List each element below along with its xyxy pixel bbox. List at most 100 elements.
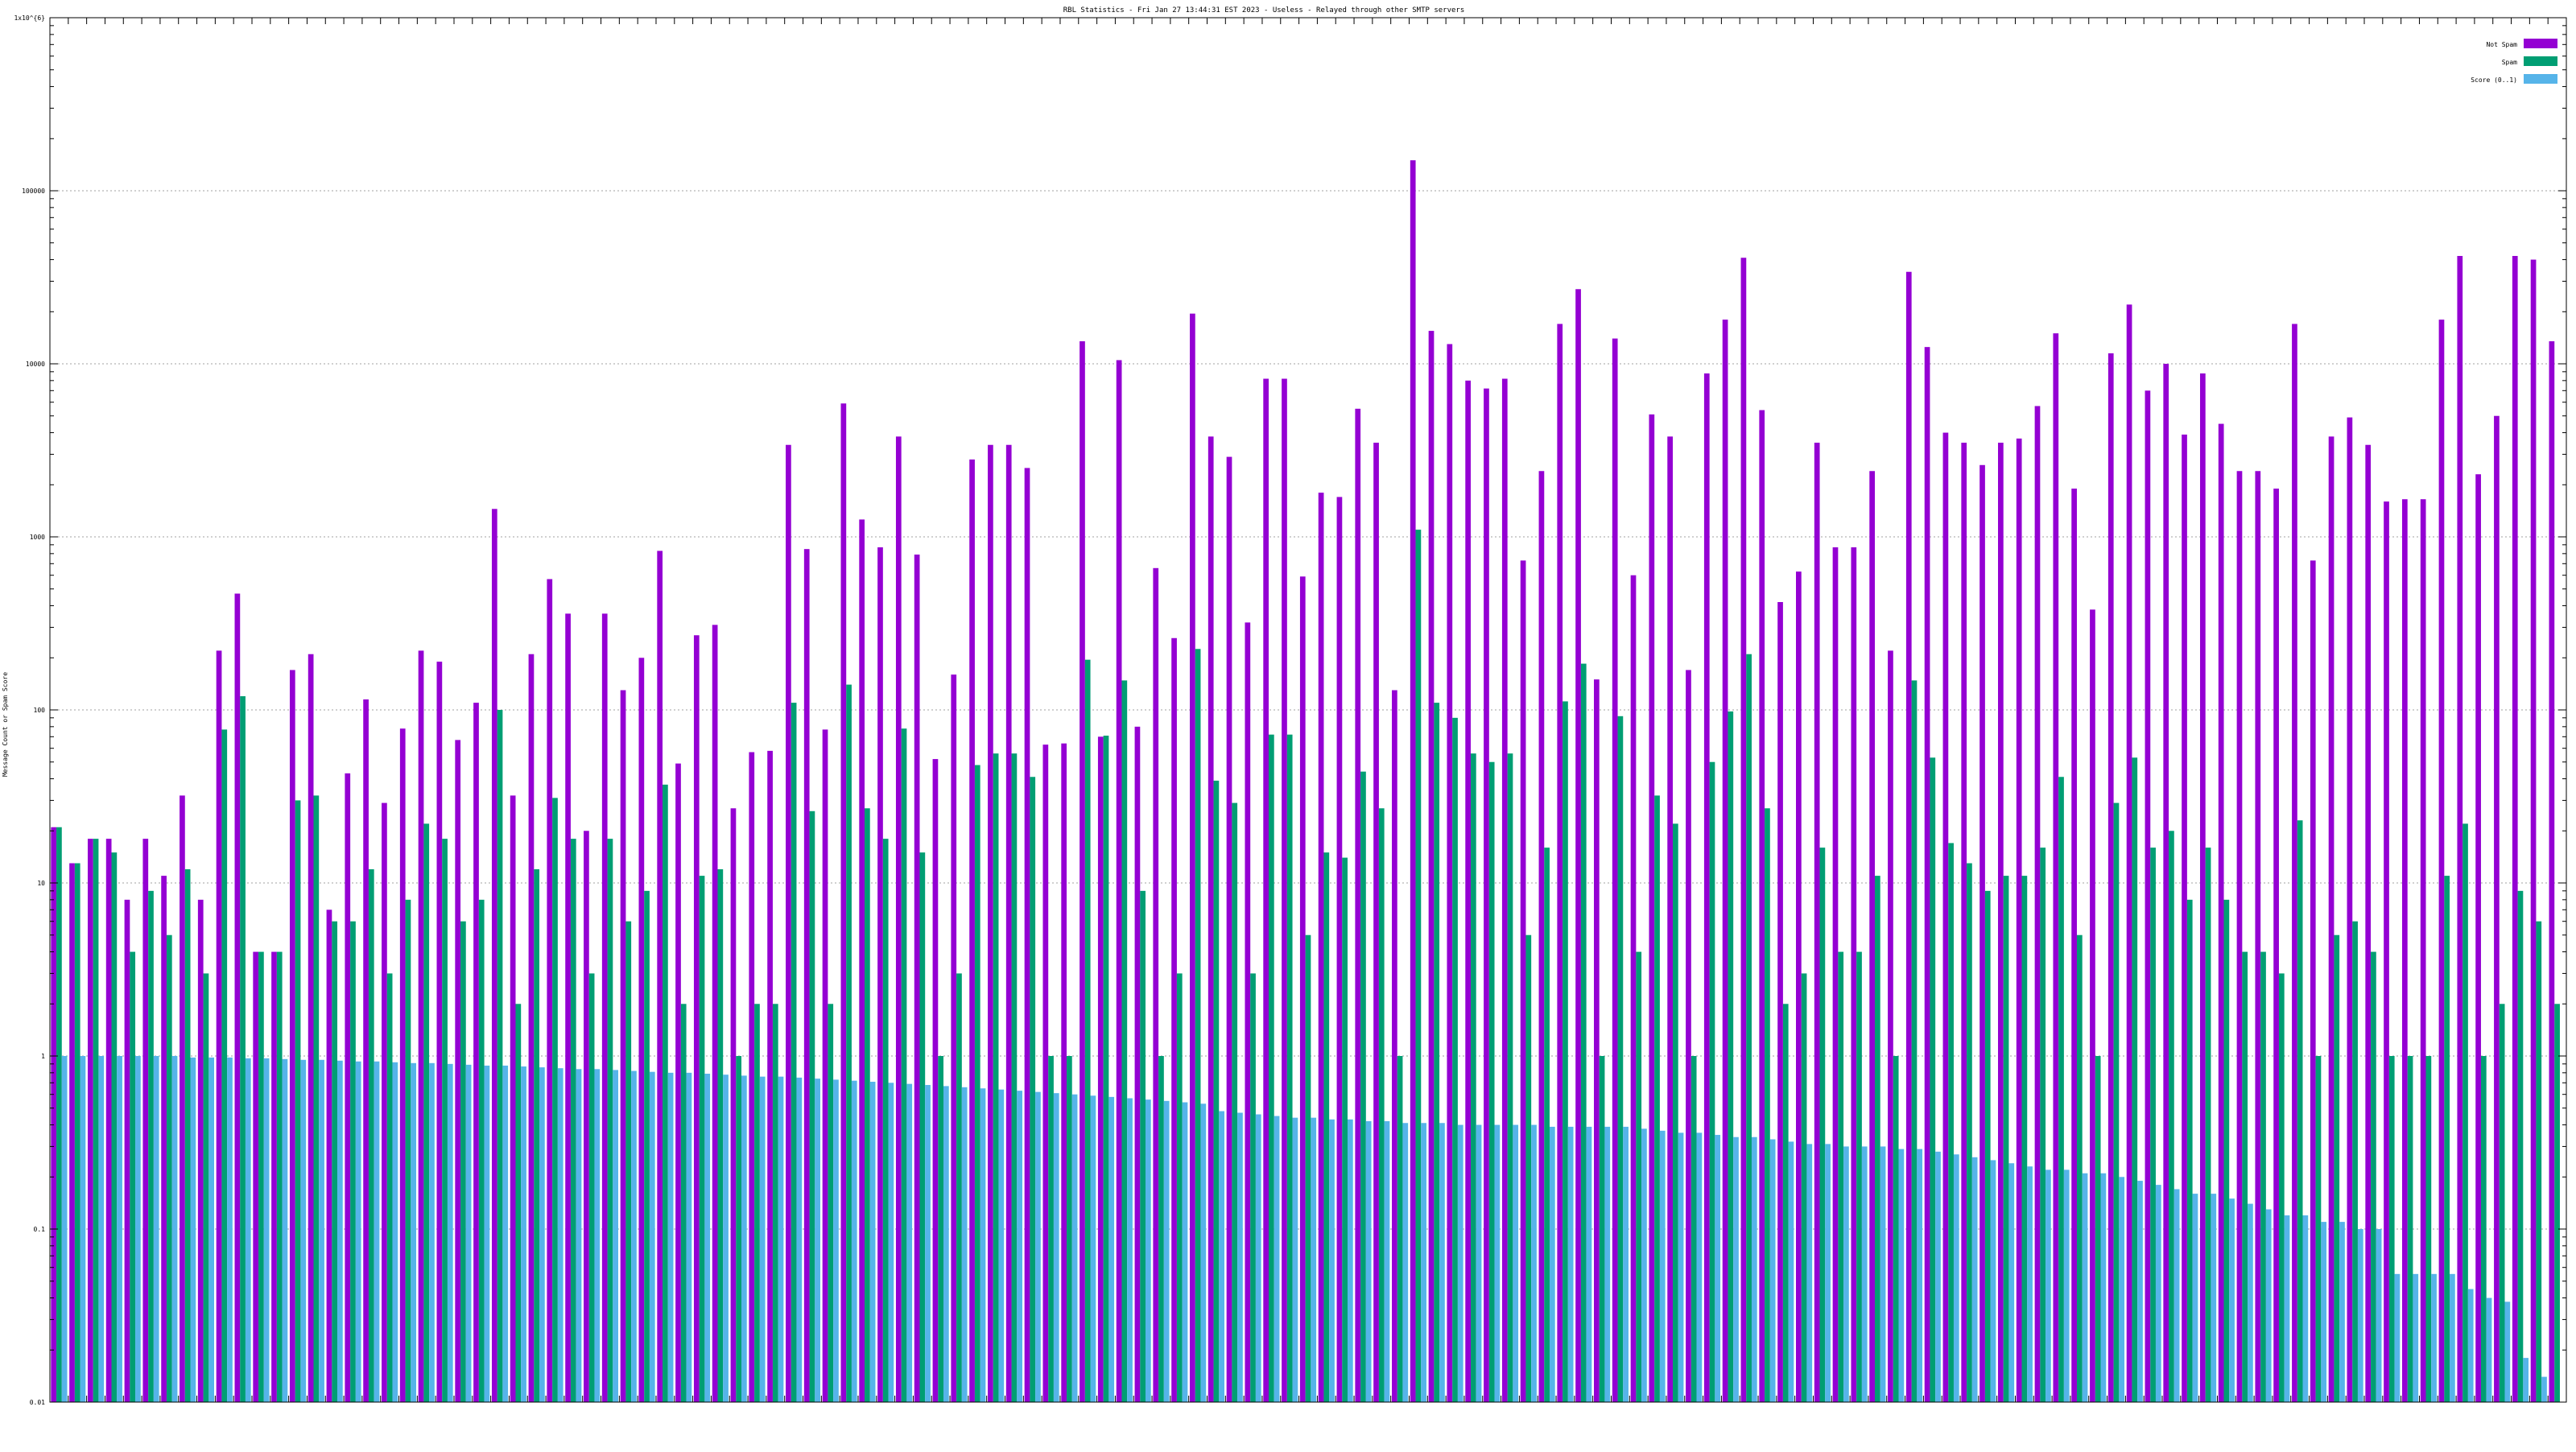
bar [1953,1154,1959,1402]
bar [1935,1151,1941,1402]
bar [2431,1273,2437,1402]
bar [1703,373,1710,1403]
bar [1061,743,1067,1402]
bar [2021,876,2028,1402]
bar [74,863,80,1402]
bar [1476,1124,1482,1402]
bar [895,436,902,1402]
bar [1814,443,1820,1402]
bar [528,654,535,1402]
bar [2450,1273,2455,1402]
bar [382,802,387,1402]
bar [749,752,755,1402]
bar [2339,1222,2345,1402]
bar [1286,734,1293,1402]
bar [460,921,466,1402]
bar [1071,1094,1078,1402]
bar [675,763,681,1402]
bar [1575,289,1581,1402]
bar [1549,1126,1555,1402]
bar [969,459,975,1402]
bar [1538,471,1545,1402]
bar [429,1062,435,1402]
legend-label: Not Spam [2486,41,2517,48]
y-tick-label: 10 [37,880,45,887]
bar [1586,1126,1592,1402]
bar [1617,716,1624,1402]
bar [2150,848,2156,1402]
bar [869,1081,876,1402]
bar [1439,1123,1445,1402]
bar [741,1075,747,1402]
bar [308,654,314,1402]
bar [1520,560,1526,1402]
bar [1874,876,1880,1402]
bar [914,555,920,1402]
y-axis-label: Message Count or Spam Score [2,672,9,777]
bar [2438,320,2445,1402]
bar [2284,1215,2290,1402]
bar [2352,921,2358,1402]
bar [1636,951,1642,1402]
bar [815,1079,820,1402]
bar [1311,1117,1317,1402]
y-tick-label: 0.1 [34,1226,46,1233]
bar [1801,973,1807,1402]
bar [61,1056,68,1402]
bar [418,650,424,1402]
bar [2186,899,2193,1402]
bar [1465,380,1471,1403]
bar [197,899,204,1402]
bar [919,852,926,1402]
legend-label: Score (0..1) [2471,76,2517,84]
bar [1250,973,1256,1402]
bar [289,670,295,1402]
bar [547,579,553,1402]
bar [1806,1144,1813,1402]
bar [2401,499,2408,1402]
bar [1740,258,1747,1402]
bar [2126,304,2132,1402]
bar [607,839,613,1402]
bar [1531,1124,1537,1402]
bar [1219,1111,1224,1402]
y-tick-label: 0.01 [30,1399,45,1406]
bar [1513,1124,1519,1402]
bar [1722,320,1728,1402]
bar [502,1065,509,1402]
bar [447,1063,453,1402]
bar [386,973,393,1402]
bar [1121,680,1128,1402]
bar [2278,973,2285,1402]
bar [1971,1157,1978,1402]
bar [754,1004,760,1402]
bar [1832,547,1839,1402]
bar [1819,848,1826,1402]
bar [865,808,870,1402]
bar [1777,602,1783,1402]
bar [436,662,443,1402]
bar [767,750,773,1402]
bar [2046,1169,2051,1402]
bar [2494,415,2500,1402]
bar [2211,1194,2217,1402]
bar [2444,876,2450,1402]
bar [355,1061,361,1402]
bar [2016,438,2022,1402]
y-tick-label: 100000 [22,188,45,195]
bar [649,1071,655,1402]
bar [1843,1146,1849,1402]
bar [2174,1189,2180,1402]
bar [1715,1135,1721,1402]
bar [613,1070,618,1402]
bar [2095,1056,2101,1402]
bar [840,403,847,1402]
bar [2100,1173,2107,1402]
bar [2499,1004,2505,1402]
bar [2223,899,2230,1402]
bar [1690,1056,1697,1402]
bar [584,831,589,1402]
bar [240,695,246,1402]
bar [570,839,576,1402]
